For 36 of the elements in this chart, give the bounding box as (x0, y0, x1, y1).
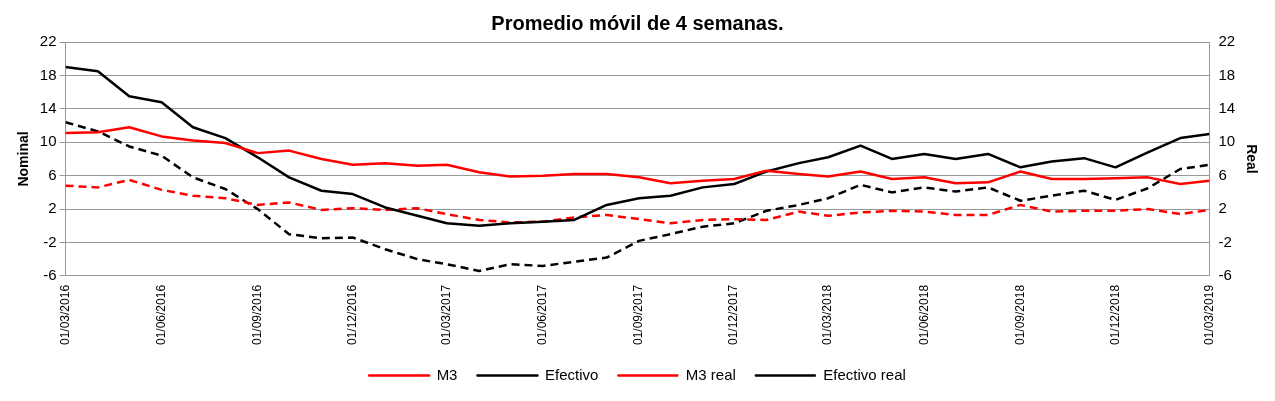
legend-label: M3 real (685, 365, 736, 383)
y2-tick-label: -2 (1218, 232, 1232, 250)
x-tick-label: 01/12/2018 (1107, 284, 1122, 345)
y2-tick-label: 6 (1218, 165, 1227, 183)
x-tick-label: 01/03/2016 (57, 284, 72, 345)
y-axis-title: Nominal (15, 131, 32, 187)
y2-axis-title: Real (1243, 144, 1260, 174)
x-tick-label: 01/03/2018 (820, 284, 835, 345)
y-tick-label: 22 (39, 32, 57, 50)
y-tick-label: -6 (43, 266, 57, 284)
x-tick-label: 01/03/2017 (439, 284, 454, 345)
y2-tick-label: 14 (1218, 98, 1236, 116)
legend-label: Efectivo (544, 365, 599, 383)
y2-tick-label: 2 (1218, 199, 1227, 217)
y-tick-label: 6 (48, 165, 57, 183)
y-tick-label: -2 (43, 232, 57, 250)
y2-tick-label: 18 (1218, 65, 1236, 83)
y-tick-label: 18 (39, 65, 57, 83)
y2-tick-label: 10 (1218, 132, 1236, 150)
x-tick-label: 01/06/2018 (916, 284, 931, 345)
y-tick-label: 2 (48, 199, 57, 217)
chart-title: Promedio móvil de 4 semanas. (491, 11, 784, 34)
y-tick-label: 14 (39, 98, 57, 116)
x-tick-label: 01/06/2017 (535, 284, 550, 345)
x-tick-label: 01/09/2018 (1012, 284, 1027, 345)
x-tick-label: 01/09/2016 (250, 284, 265, 345)
y2-tick-label: -6 (1218, 266, 1232, 284)
x-tick-label: 01/12/2017 (726, 284, 741, 345)
x-tick-label: 01/09/2017 (631, 284, 646, 345)
x-tick-label: 01/03/2019 (1201, 284, 1216, 345)
x-tick-label: 01/12/2016 (345, 284, 360, 345)
legend-label: Efectivo real (823, 365, 906, 383)
legend-label: M3 (436, 365, 458, 383)
y2-tick-label: 22 (1218, 32, 1236, 50)
x-tick-label: 01/06/2016 (153, 284, 168, 345)
y-tick-label: 10 (39, 132, 57, 150)
